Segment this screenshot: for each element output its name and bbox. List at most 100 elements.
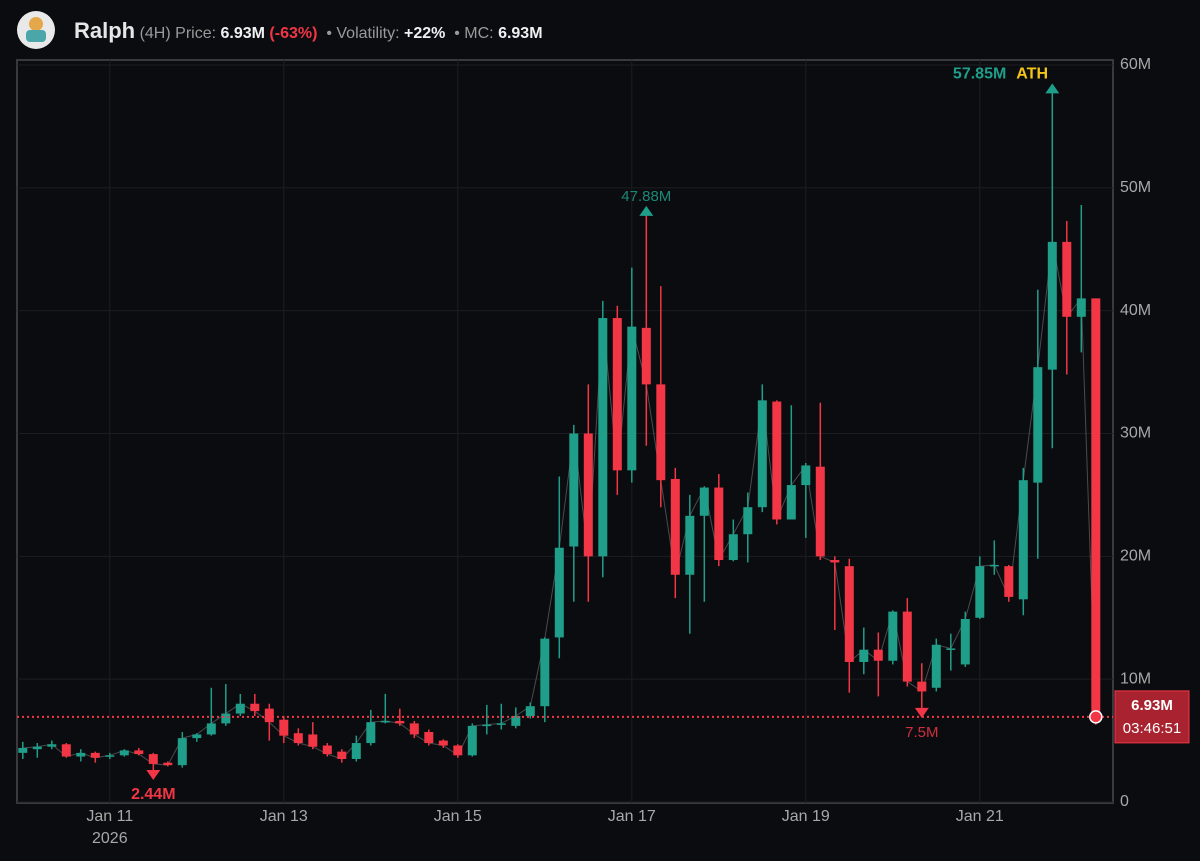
candle-body — [975, 566, 985, 618]
candle-body — [279, 719, 289, 736]
candle-body — [148, 754, 158, 764]
current-price-box — [1114, 690, 1190, 744]
header-row: Ralph (4H) Price: 6.93M (-63%) • Volatil… — [74, 18, 543, 44]
current-price-label: 6.93M — [1131, 697, 1173, 714]
x-tick-label: Jan 17 — [608, 808, 656, 825]
candle-body — [772, 401, 782, 520]
candle-body — [801, 465, 811, 486]
price-label: Price: — [175, 25, 217, 42]
annotation-label: 2.44M — [131, 786, 175, 803]
candle-body — [540, 638, 550, 707]
candle-body — [989, 564, 999, 567]
annotation-label: 47.88M — [621, 188, 671, 205]
candle-body — [134, 750, 144, 755]
candle-body — [714, 487, 724, 561]
y-tick-label: 60M — [1120, 56, 1151, 73]
candle-body — [61, 744, 71, 757]
candle-body — [76, 752, 86, 757]
candle-body — [47, 744, 57, 747]
candle-body — [1033, 367, 1043, 483]
candle-body — [293, 733, 303, 744]
header: Ralph (4H) Price: 6.93M (-63%) • Volatil… — [0, 0, 1200, 58]
candle-body — [1004, 566, 1014, 597]
candle-body — [656, 384, 666, 481]
candle-body — [90, 752, 100, 758]
market-cap: 6.93M — [498, 25, 543, 42]
candle-body — [612, 318, 622, 471]
candle-body — [177, 738, 187, 766]
candle-body — [743, 507, 753, 535]
candle-body — [699, 487, 709, 516]
candle-body — [424, 731, 434, 744]
marker-arrow — [639, 205, 654, 216]
current-price-dot — [1089, 710, 1103, 724]
annotation-label: 7.5M — [905, 724, 938, 741]
candle-body — [946, 648, 956, 650]
price: 6.93M — [220, 25, 265, 42]
candle-body — [931, 644, 941, 688]
candle-body — [583, 433, 593, 557]
volatility: +22% — [403, 25, 446, 42]
candle-body — [482, 724, 492, 727]
y-tick-label: 40M — [1120, 302, 1151, 319]
x-tick-label: Jan 21 — [956, 808, 1004, 825]
candle-body — [409, 723, 419, 735]
candle-body — [1076, 298, 1086, 317]
marker-arrow — [1045, 83, 1060, 94]
candle-body — [235, 703, 245, 714]
y-tick-label: 10M — [1120, 670, 1151, 687]
candle-body — [627, 326, 637, 471]
candle-body — [250, 703, 260, 712]
candle-body — [641, 327, 651, 385]
candle-body — [438, 740, 448, 746]
candle-body — [366, 722, 376, 744]
candle-body — [917, 681, 927, 692]
candle-body — [308, 734, 318, 747]
candle-body — [888, 611, 898, 661]
candle-body — [960, 618, 970, 665]
candle-body — [844, 566, 854, 662]
candle-body — [395, 720, 405, 724]
volatility-label: • Volatility: — [326, 25, 400, 42]
candle-body — [351, 743, 361, 760]
candle-body — [380, 720, 390, 723]
y-tick-label: 0 — [1120, 793, 1129, 810]
candle-body — [32, 746, 42, 750]
price-change: (-63%) — [269, 25, 318, 42]
x-year-label: 2026 — [92, 830, 128, 847]
candle-body — [221, 713, 231, 724]
candle-body — [264, 708, 274, 723]
candle-body — [1091, 298, 1101, 717]
candle-body — [105, 755, 115, 757]
candle-body — [1018, 480, 1028, 600]
y-tick-label: 50M — [1120, 179, 1151, 196]
countdown: 03:46:51 — [1123, 720, 1181, 737]
y-tick-label: 30M — [1120, 425, 1151, 442]
candle-body — [322, 745, 332, 755]
candle-body — [1062, 241, 1072, 317]
candle-body — [18, 747, 28, 753]
candle-body — [830, 560, 840, 563]
annotation-tag: ATH — [1016, 66, 1048, 83]
candle-body — [569, 433, 579, 547]
candle-body — [163, 762, 173, 766]
avatar[interactable] — [16, 10, 56, 50]
candle-body — [337, 751, 347, 760]
candle-body — [902, 611, 912, 682]
marker-arrow — [914, 707, 929, 718]
annotation-label: 57.85M — [953, 66, 1006, 83]
interval: (4H) — [139, 25, 171, 42]
candle-body — [453, 745, 463, 756]
candle-body — [815, 466, 825, 557]
candle-body — [670, 478, 680, 575]
token-name: Ralph — [74, 18, 136, 43]
y-tick-label: 20M — [1120, 548, 1151, 565]
candle-body — [598, 318, 608, 557]
candle-body — [859, 649, 869, 662]
marker-arrow — [146, 770, 161, 781]
x-tick-label: Jan 19 — [782, 808, 830, 825]
candle-body — [192, 734, 202, 739]
candle-body — [496, 723, 506, 725]
mc-label: • MC: — [454, 25, 494, 42]
